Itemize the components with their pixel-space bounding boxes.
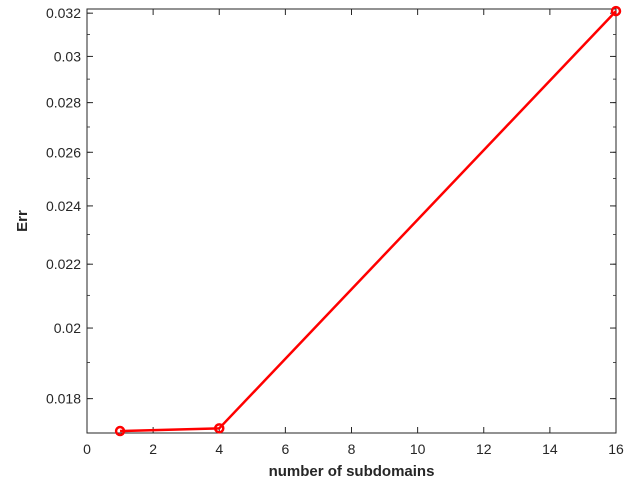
x-axis-title: number of subdomains [269, 463, 435, 480]
series-line [120, 10, 617, 433]
y-tick-label: 0.024 [46, 198, 81, 214]
x-tick-label: 12 [476, 441, 492, 457]
y-tick-label: 0.028 [46, 95, 81, 111]
x-tick-label: 6 [281, 441, 289, 457]
x-tick-label: 2 [149, 441, 157, 457]
data-point [214, 423, 225, 434]
y-axis-title: Err [14, 210, 31, 232]
y-tick-label: 0.018 [46, 391, 81, 407]
x-tick-label: 4 [215, 441, 223, 457]
data-point [114, 425, 126, 437]
plot-axes [86, 8, 617, 434]
y-tick-label: 0.03 [54, 48, 81, 64]
y-tick-label: 0.022 [46, 256, 81, 272]
plot-frame [86, 8, 617, 434]
x-tick-label: 8 [348, 441, 356, 457]
data-point [610, 5, 622, 17]
y-tick-label: 0.026 [46, 144, 81, 160]
y-tick-label: 0.032 [46, 5, 81, 21]
y-tick-label: 0.02 [54, 320, 81, 336]
x-tick-label: 16 [608, 441, 624, 457]
series-group [114, 5, 622, 437]
y-minor-ticks [87, 12, 616, 400]
x-axis-ticks: 0 2 4 6 8 10 12 14 16 [83, 9, 624, 457]
y-axis-ticks: 0.018 0.02 0.022 0.024 0.026 0.028 0.03 0.032 [46, 5, 616, 407]
x-tick-label: 10 [410, 441, 426, 457]
x-tick-label: 0 [83, 441, 91, 457]
x-tick-label: 14 [542, 441, 558, 457]
